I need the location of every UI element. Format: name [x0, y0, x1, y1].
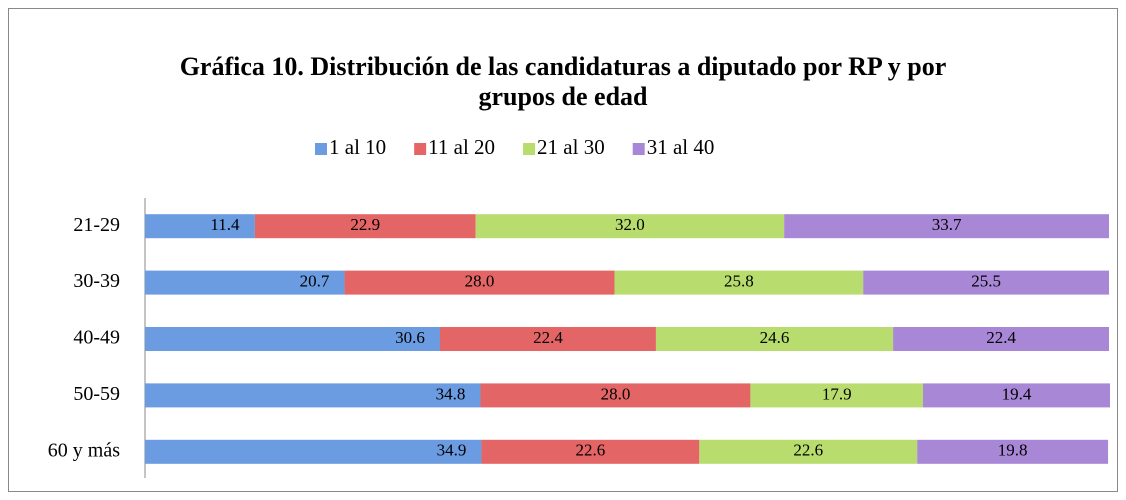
data-label: 28.0	[465, 272, 495, 291]
bar-segment	[480, 383, 751, 408]
title-box: Gráfica 10. Distribución de las candidat…	[179, 52, 947, 111]
y-tick-label: 60 y más	[48, 439, 120, 461]
legend-swatch	[632, 143, 645, 155]
data-label: 30.6	[395, 328, 425, 347]
data-label: 32.0	[615, 215, 645, 234]
data-label: 33.7	[932, 215, 962, 234]
data-label: 19.8	[998, 441, 1028, 460]
bar-segment	[145, 439, 482, 464]
bar-segment	[614, 270, 864, 295]
legend-label: 31 al 40	[647, 135, 715, 159]
legend-label: 21 al 30	[537, 135, 605, 159]
data-label: 24.6	[760, 328, 790, 347]
data-label: 22.6	[793, 441, 823, 460]
bar-segment	[145, 270, 345, 295]
bar-segment	[145, 383, 481, 408]
data-label: 25.8	[724, 272, 754, 291]
data-label: 28.0	[601, 384, 631, 403]
legend-label: 11 al 20	[428, 135, 495, 159]
bar-segment	[145, 327, 440, 351]
data-label: 25.5	[971, 272, 1001, 291]
bar-segment	[481, 439, 700, 464]
bar-segment	[254, 214, 476, 239]
bar-segment	[922, 383, 1110, 408]
y-tick-label: 30-39	[73, 270, 120, 292]
chart-title: Gráfica 10. Distribución de las candidat…	[179, 52, 947, 111]
data-label: 22.4	[533, 328, 563, 347]
bar-segment	[917, 439, 1109, 464]
data-label: 34.8	[436, 384, 466, 403]
data-label: 11.4	[210, 215, 240, 234]
bar-segment	[439, 327, 656, 351]
bar-segment	[655, 327, 894, 351]
bar-segment	[145, 214, 255, 239]
y-tick-label: 50-59	[73, 383, 120, 405]
bar-segment	[699, 439, 918, 464]
bar-segment	[893, 327, 1110, 351]
data-label: 22.6	[576, 441, 606, 460]
bar-segment	[344, 270, 615, 295]
data-label: 20.7	[300, 272, 330, 291]
data-label: 22.4	[986, 328, 1016, 347]
legend-swatch	[315, 143, 327, 155]
y-tick-label: 40-49	[73, 327, 120, 349]
data-label: 17.9	[822, 384, 852, 403]
data-label: 19.4	[1002, 384, 1032, 403]
legend-swatch	[523, 143, 536, 155]
bar-segment	[863, 270, 1110, 295]
legend-swatch	[414, 143, 427, 155]
bar-segment	[750, 383, 923, 408]
y-tick-label: 21-29	[73, 214, 120, 236]
bar-segment	[784, 214, 1110, 239]
data-label: 34.9	[437, 441, 467, 460]
data-label: 22.9	[350, 215, 380, 234]
bar-segment	[475, 214, 785, 239]
chart-border	[8, 8, 1118, 492]
legend-label: 1 al 10	[329, 135, 386, 159]
